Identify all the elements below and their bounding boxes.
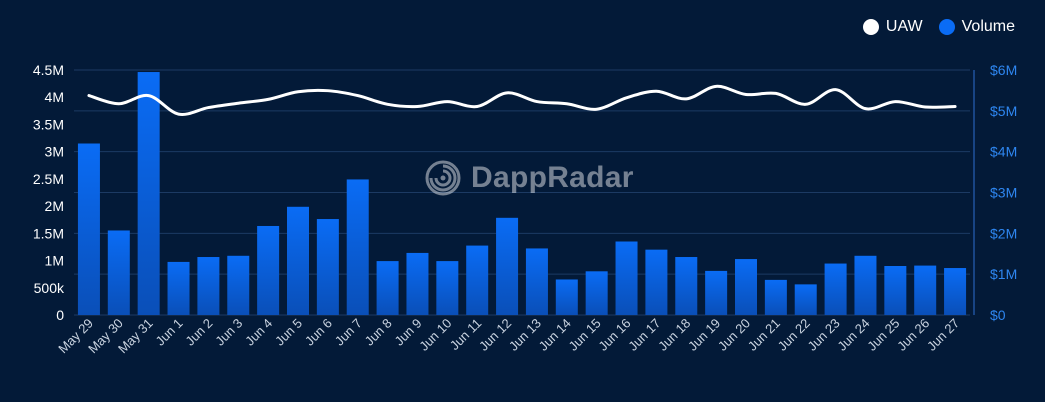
volume-bar[interactable]: [77, 143, 100, 316]
x-tick-label: Jun 27: [924, 316, 962, 354]
left-tick-label: 0: [56, 307, 64, 323]
volume-bar[interactable]: [406, 252, 429, 315]
right-tick-label: $6M: [990, 62, 1017, 78]
volume-bar[interactable]: [645, 249, 668, 315]
volume-bar[interactable]: [525, 248, 548, 315]
legend-label-uaw: UAW: [885, 18, 923, 35]
legend-label-volume: Volume: [961, 18, 1015, 35]
left-tick-label: 1M: [45, 253, 64, 269]
left-tick-label: 500k: [34, 280, 65, 296]
x-tick-label: Jun 6: [302, 316, 335, 349]
volume-bar[interactable]: [376, 261, 399, 315]
left-tick-label: 3.5M: [33, 116, 64, 132]
watermark-text: DappRadar: [471, 161, 634, 194]
volume-bar[interactable]: [824, 263, 847, 315]
right-axis: $0 $1M $2M $3M $4M $5M $6M: [973, 62, 1017, 323]
volume-bar[interactable]: [316, 219, 339, 315]
x-tick-label: Jun 18: [655, 316, 693, 354]
volume-bar[interactable]: [884, 266, 907, 315]
x-tick-label: Jun 17: [625, 316, 663, 354]
volume-bar[interactable]: [944, 268, 967, 315]
volume-bar[interactable]: [735, 259, 757, 315]
left-tick-label: 4.5M: [33, 62, 64, 78]
volume-bar[interactable]: [794, 284, 817, 315]
volume-bar[interactable]: [496, 217, 519, 315]
volume-bar[interactable]: [914, 265, 937, 315]
x-tick-label: Jun 16: [595, 316, 633, 354]
x-tick-label: Jun 14: [536, 316, 574, 354]
legend-item-volume[interactable]: Volume: [938, 18, 1015, 36]
legend-item-uaw[interactable]: UAW: [862, 18, 923, 36]
left-tick-label: 1.5M: [33, 225, 64, 241]
x-tick-label: Jun 5: [272, 316, 305, 349]
x-tick-label: Jun 1: [153, 316, 186, 349]
x-tick-label: Jun 13: [506, 316, 544, 354]
volume-dot-icon: [938, 19, 955, 35]
x-tick-label: Jun 7: [332, 316, 365, 349]
right-tick-label: $5M: [990, 103, 1017, 119]
volume-bars: [77, 72, 967, 316]
volume-bar[interactable]: [585, 271, 608, 315]
volume-bar[interactable]: [705, 270, 728, 315]
x-tick-label: Jun 12: [476, 316, 514, 354]
volume-bar[interactable]: [287, 206, 309, 315]
volume-bar[interactable]: [854, 255, 877, 315]
volume-bar[interactable]: [137, 72, 160, 316]
left-tick-label: 3M: [45, 144, 64, 160]
right-tick-label: $1M: [990, 266, 1017, 282]
x-tick-label: Jun 21: [745, 316, 783, 354]
dappradar-logo-icon: [425, 160, 461, 196]
x-tick-label: Jun 22: [775, 316, 813, 354]
right-tick-label: $4M: [990, 144, 1017, 160]
uaw-dot-icon: [862, 19, 879, 35]
uaw-line-group: [87, 84, 957, 116]
volume-bar[interactable]: [764, 279, 787, 315]
volume-bar[interactable]: [167, 261, 190, 315]
volume-bar[interactable]: [346, 179, 369, 315]
left-axis: 0 500k 1M 1.5M 2M 2.5M 3M 3.5M 4M 4.5M: [33, 62, 65, 323]
x-tick-label: Jun 11: [447, 316, 485, 354]
x-tick-label: Jun 23: [805, 316, 843, 354]
right-tick-label: $2M: [990, 225, 1017, 241]
right-tick-label: $3M: [990, 185, 1017, 201]
volume-bar[interactable]: [197, 257, 220, 315]
volume-bar[interactable]: [675, 257, 698, 315]
volume-bar[interactable]: [466, 245, 489, 315]
volume-bar[interactable]: [107, 230, 130, 315]
volume-bar[interactable]: [436, 261, 459, 315]
volume-bar[interactable]: [227, 255, 250, 315]
x-tick-label: Jun 25: [864, 316, 902, 354]
volume-bar[interactable]: [257, 225, 280, 315]
x-tick-label: Jun 10: [416, 316, 454, 354]
x-tick-label: Jun 24: [834, 316, 872, 354]
x-tick-label: Jun 15: [566, 316, 604, 354]
volume-bar[interactable]: [555, 279, 578, 315]
x-tick-label: Jun 2: [182, 316, 215, 349]
x-tick-label: Jun 4: [242, 316, 275, 349]
left-tick-label: 4M: [45, 89, 64, 105]
left-tick-label: 2M: [45, 198, 64, 214]
left-tick-label: 2.5M: [33, 171, 64, 187]
x-tick-label: Jun 26: [894, 316, 932, 354]
x-tick-label: Jun 8: [362, 316, 395, 349]
grid-lines: [74, 69, 970, 316]
dappradar-watermark: DappRadar: [425, 160, 634, 196]
x-tick-label: Jun 19: [685, 316, 723, 354]
x-tick-label: Jun 3: [212, 316, 245, 349]
right-tick-label: $0: [990, 307, 1006, 323]
x-tick-label: Jun 20: [715, 316, 753, 354]
uaw-line[interactable]: [87, 84, 957, 116]
chart-legend: UAW Volume: [862, 18, 1015, 36]
volume-bar[interactable]: [615, 241, 638, 316]
